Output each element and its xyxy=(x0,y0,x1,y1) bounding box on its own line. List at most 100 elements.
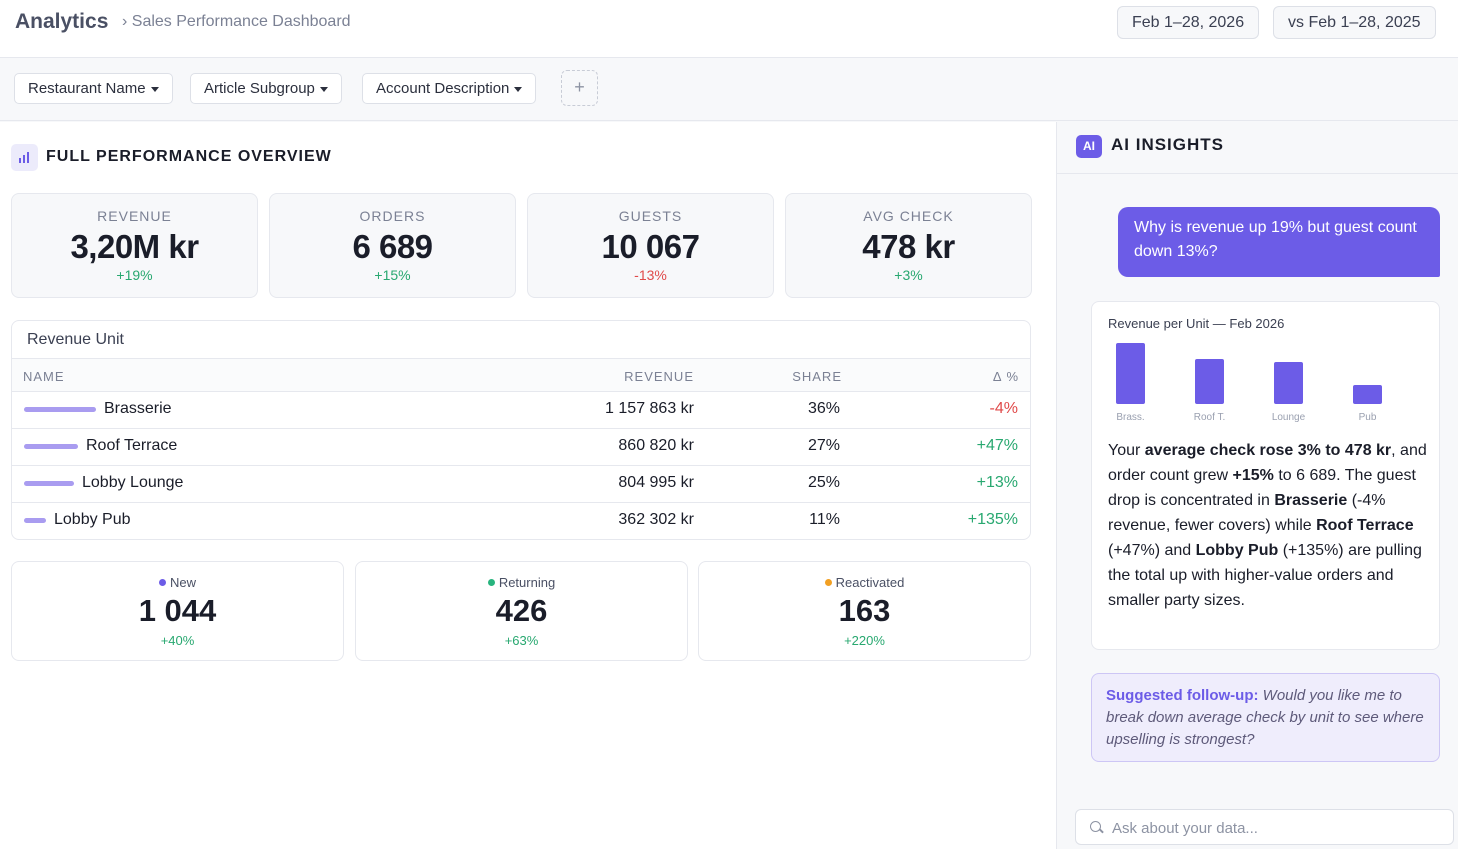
kpi-card-guests: GUESTS 10 067 -13% xyxy=(527,193,774,298)
customer-card-reactivated: Reactivated 163 +220% xyxy=(698,561,1031,661)
user-question-bubble: Why is revenue up 19% but guest count do… xyxy=(1118,207,1440,277)
chart-tick-label: Lounge xyxy=(1272,412,1306,423)
suggested-followup[interactable]: Suggested follow-up: Would you like me t… xyxy=(1091,673,1440,762)
kpi-change: +19% xyxy=(116,267,153,283)
filter-restaurant-name[interactable]: Restaurant Name xyxy=(14,73,173,104)
unit-share: 36% xyxy=(807,400,840,417)
filter-bar: Restaurant Name Article Subgroup Account… xyxy=(0,58,1458,121)
unit-share: 11% xyxy=(809,511,840,528)
kpi-label: GUESTS xyxy=(618,208,683,224)
unit-share: 25% xyxy=(807,474,840,491)
chart-bar xyxy=(1116,343,1145,404)
chart-bar xyxy=(1274,362,1303,404)
kpi-change: +15% xyxy=(374,267,411,283)
customer-card-new: New 1 044 +40% xyxy=(11,561,344,661)
share-bar xyxy=(24,407,96,412)
bar-chart-icon xyxy=(11,144,38,171)
add-filter-button[interactable]: + xyxy=(561,70,598,106)
filter-label: Restaurant Name xyxy=(28,80,146,97)
customer-change: +63% xyxy=(504,633,539,648)
unit-revenue: 804 995 kr xyxy=(618,474,694,491)
column-header-name[interactable]: NAME xyxy=(23,369,65,384)
kpi-label: ORDERS xyxy=(359,208,426,224)
ask-input-box[interactable] xyxy=(1075,809,1454,845)
unit-name: Roof Terrace xyxy=(86,437,178,454)
kpi-value: 6 689 xyxy=(352,228,433,265)
legend-dot-icon xyxy=(824,579,832,586)
chart-tick-label: Pub xyxy=(1359,412,1377,423)
filter-article-subgroup[interactable]: Article Subgroup xyxy=(190,73,342,104)
unit-revenue: 362 302 kr xyxy=(618,511,694,528)
kpi-card-avg-check: AVG CHECK 478 kr +3% xyxy=(785,193,1032,298)
top-header: Analytics › Sales Performance Dashboard … xyxy=(0,0,1458,58)
kpi-card-revenue: REVENUE 3,20M kr +19% xyxy=(11,193,258,298)
filter-account-description[interactable]: Account Description xyxy=(362,73,537,104)
filter-label: Article Subgroup xyxy=(204,80,315,97)
unit-delta: -4% xyxy=(989,400,1018,417)
table-row[interactable]: Lobby Lounge 804 995 kr 25% +13% xyxy=(12,466,1030,503)
kpi-value: 3,20M kr xyxy=(70,228,199,265)
ai-badge-icon: AI xyxy=(1076,135,1102,158)
unit-share: 27% xyxy=(807,437,840,454)
kpi-change: +3% xyxy=(894,267,923,283)
customer-label: Returning xyxy=(356,575,687,590)
table-row[interactable]: Roof Terrace 860 820 kr 27% +47% xyxy=(12,429,1030,466)
section-title: FULL PERFORMANCE OVERVIEW xyxy=(46,148,332,165)
customer-label: Reactivated xyxy=(699,575,1030,590)
caret-down-icon xyxy=(514,86,523,92)
customer-value: 1 044 xyxy=(138,593,217,628)
kpi-card-orders: ORDERS 6 689 +15% xyxy=(269,193,516,298)
search-icon xyxy=(1090,821,1101,832)
table-row[interactable]: Lobby Pub 362 302 kr 11% +135% xyxy=(12,503,1030,540)
chart-title: Revenue per Unit — Feb 2026 xyxy=(1108,316,1285,331)
kpi-value: 10 067 xyxy=(601,228,700,265)
ai-insights-panel: AI AI INSIGHTS Why is revenue up 19% but… xyxy=(1056,122,1458,849)
unit-delta: +13% xyxy=(976,474,1018,491)
chart-tick-label: Brass. xyxy=(1116,412,1144,423)
date-range-button[interactable]: Feb 1–28, 2026 xyxy=(1117,6,1260,39)
filter-label: Account Description xyxy=(376,80,510,97)
ai-answer-card: Revenue per Unit — Feb 2026 Brass. Roof T… xyxy=(1091,301,1440,650)
followup-label: Suggested follow-up: xyxy=(1106,687,1259,704)
customer-label: New xyxy=(12,575,343,590)
unit-name: Lobby Lounge xyxy=(82,474,184,491)
ai-panel-title: AI INSIGHTS xyxy=(1111,135,1225,154)
ask-input[interactable] xyxy=(1112,816,1442,840)
column-header-share[interactable]: SHARE xyxy=(792,369,842,384)
customer-value: 426 xyxy=(495,593,548,628)
compare-range-button[interactable]: vs Feb 1–28, 2025 xyxy=(1273,6,1436,39)
customer-change: +220% xyxy=(844,633,885,648)
ai-panel-header: AI AI INSIGHTS xyxy=(1057,122,1458,174)
table-title: Revenue Unit xyxy=(27,331,124,348)
kpi-value: 478 kr xyxy=(862,228,955,265)
chart-tick-label: Roof T. xyxy=(1194,412,1226,423)
chart-bar xyxy=(1195,359,1224,404)
unit-delta: +135% xyxy=(967,511,1018,528)
column-header-revenue[interactable]: REVENUE xyxy=(624,369,694,384)
kpi-change: -13% xyxy=(634,267,667,283)
customer-value: 163 xyxy=(838,593,891,628)
legend-dot-icon xyxy=(487,579,495,586)
app-title: Analytics xyxy=(15,10,109,33)
share-bar xyxy=(24,518,46,523)
followup-text: Would you like me to break down average … xyxy=(1106,687,1424,748)
share-bar xyxy=(24,444,78,449)
breadcrumb[interactable]: › Sales Performance Dashboard xyxy=(122,13,351,30)
unit-revenue: 860 820 kr xyxy=(618,437,694,454)
chart-bar xyxy=(1353,385,1382,404)
unit-name: Lobby Pub xyxy=(54,511,131,528)
legend-dot-icon xyxy=(158,579,166,586)
revenue-unit-table: Revenue Unit NAME REVENUE SHARE Δ % Bras… xyxy=(11,320,1031,540)
customer-change: +40% xyxy=(160,633,195,648)
column-header-delta[interactable]: Δ % xyxy=(992,369,1019,384)
unit-delta: +47% xyxy=(976,437,1018,454)
kpi-label: AVG CHECK xyxy=(863,208,954,224)
unit-name: Brasserie xyxy=(104,400,172,417)
caret-down-icon xyxy=(150,86,159,92)
table-row[interactable]: Brasserie 1 157 863 kr 36% -4% xyxy=(12,392,1030,429)
ai-answer-text: Your average check rose 3% to 478 kr, an… xyxy=(1108,442,1427,609)
kpi-label: REVENUE xyxy=(97,208,172,224)
table-header: NAME REVENUE SHARE Δ % xyxy=(12,358,1030,392)
unit-revenue: 1 157 863 kr xyxy=(605,400,694,417)
caret-down-icon xyxy=(319,86,328,92)
